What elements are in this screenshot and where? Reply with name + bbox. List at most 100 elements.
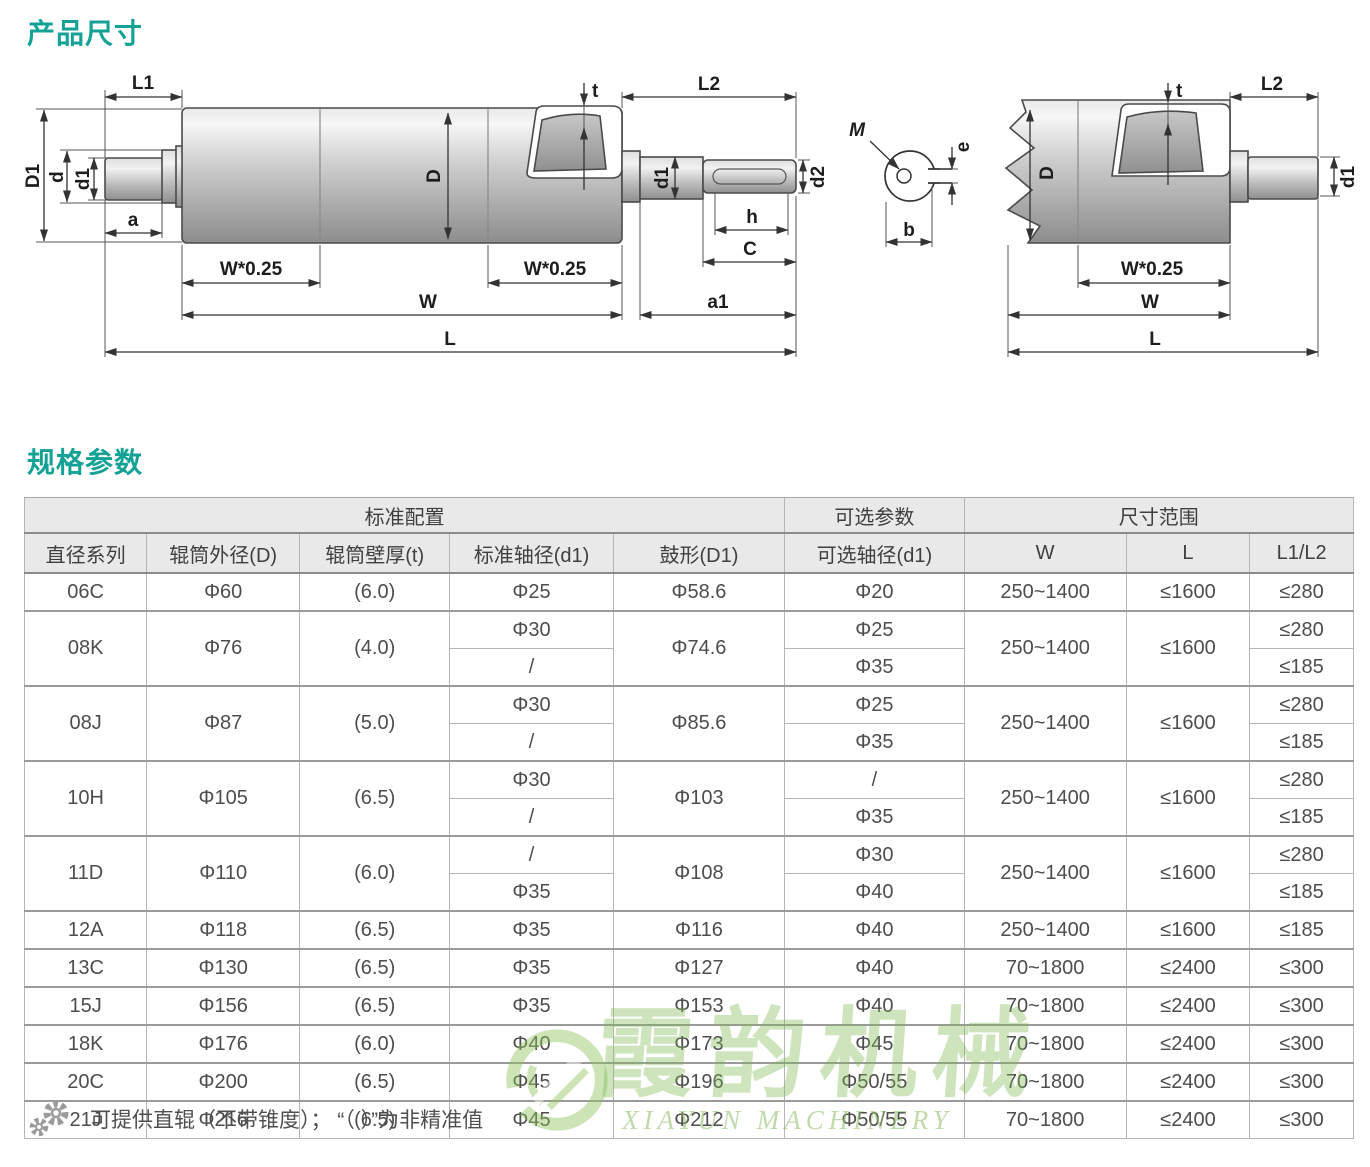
dimension-drawing: L1 D1 d d1 a W*0.25 W*0.25 D t L2 d1 d2 … bbox=[23, 73, 1359, 357]
dim-label-t: t bbox=[1176, 81, 1183, 102]
cell-l1l2-range: ≤185 bbox=[1249, 648, 1354, 687]
cell-wall-thickness: (6.5) bbox=[299, 1062, 451, 1102]
dim-label-L2: L2 bbox=[698, 74, 720, 95]
cell-outer-diameter: Φ105 bbox=[146, 760, 301, 837]
column-header: 辊筒外径(D) bbox=[146, 532, 301, 574]
cell-l1l2-range: ≤185 bbox=[1249, 873, 1354, 912]
cell-series: 20C bbox=[23, 1062, 148, 1102]
cell-series: 15J bbox=[23, 986, 148, 1026]
cell-series: 06C bbox=[23, 572, 148, 612]
cell-series: 08J bbox=[23, 685, 148, 762]
cell-standard-axle: Φ35 bbox=[449, 986, 614, 1026]
cell-drum-diameter: Φ127 bbox=[612, 948, 786, 988]
cell-outer-diameter: Φ110 bbox=[146, 835, 301, 912]
dim-label-w025: W*0.25 bbox=[1121, 259, 1184, 280]
table-row: 13C Φ130 (6.5) Φ35 Φ127 Φ40 70~1800 ≤2400 ≤300 bbox=[23, 948, 1354, 988]
cell-series: 13C bbox=[23, 948, 148, 988]
cell-l-range: ≤1600 bbox=[1125, 760, 1251, 837]
cell-w-range: 70~1800 bbox=[963, 1100, 1127, 1139]
cell-outer-diameter: Φ156 bbox=[146, 986, 301, 1026]
cell-l-range: ≤2400 bbox=[1125, 1062, 1251, 1102]
cell-standard-axle: Φ45 bbox=[449, 1062, 614, 1102]
column-header: 鼓形(D1) bbox=[612, 532, 786, 574]
cell-standard-axle: / bbox=[449, 648, 614, 687]
cell-optional-axle: Φ35 bbox=[784, 723, 965, 762]
cell-optional-axle: / bbox=[784, 760, 965, 799]
cell-wall-thickness: (6.5) bbox=[299, 948, 451, 988]
cell-l1l2-range: ≤185 bbox=[1249, 723, 1354, 762]
cell-w-range: 70~1800 bbox=[963, 1062, 1127, 1102]
dim-label-d: d bbox=[47, 171, 68, 183]
table-column-header-row: 直径系列 辊筒外径(D) 辊筒壁厚(t) 标准轴径(d1) 鼓形(D1) 可选轴径(d1)… bbox=[23, 532, 1354, 574]
cell-drum-diameter: Φ196 bbox=[612, 1062, 786, 1102]
cell-standard-axle: / bbox=[449, 723, 614, 762]
cell-l1l2-range: ≤185 bbox=[1249, 910, 1354, 950]
spec-table: 标准配置 可选参数 尺寸范围 直径系列 辊筒外径(D) 辊筒壁厚(t) 标准轴径(d1) 鼓形… bbox=[23, 497, 1355, 1139]
cell-optional-axle: Φ30 bbox=[784, 835, 965, 874]
dim-label-M: M bbox=[849, 120, 866, 141]
cell-w-range: 70~1800 bbox=[963, 986, 1127, 1026]
dim-label-D1: D1 bbox=[23, 163, 44, 188]
cell-outer-diameter: Φ60 bbox=[146, 572, 301, 612]
cell-optional-axle: Φ25 bbox=[784, 685, 965, 724]
dim-label-L: L bbox=[444, 329, 456, 350]
dim-label-e: e bbox=[953, 142, 974, 153]
cell-l1l2-range: ≤280 bbox=[1249, 760, 1354, 799]
dim-label-a1: a1 bbox=[707, 292, 729, 313]
dim-label-C: C bbox=[743, 239, 757, 260]
cell-l-range: ≤1600 bbox=[1125, 910, 1251, 950]
cell-w-range: 70~1800 bbox=[963, 1024, 1127, 1064]
table-row: 21J Φ216 (6.5) Φ45 Φ212 Φ50/55 70~1800 ≤2400 ≤30… bbox=[23, 1100, 1354, 1139]
cell-wall-thickness: (6.0) bbox=[299, 572, 451, 612]
cell-standard-axle: Φ25 bbox=[449, 572, 614, 612]
cell-l-range: ≤2400 bbox=[1125, 1100, 1251, 1139]
cell-optional-axle: Φ40 bbox=[784, 910, 965, 950]
cell-l-range: ≤2400 bbox=[1125, 1024, 1251, 1064]
table-row: 12A Φ118 (6.5) Φ35 Φ116 Φ40 250~1400 ≤1600 ≤185 bbox=[23, 910, 1354, 950]
cell-l-range: ≤1600 bbox=[1125, 572, 1251, 612]
roller-end-view bbox=[1004, 99, 1319, 244]
cell-drum-diameter: Φ58.6 bbox=[612, 572, 786, 612]
column-header: L bbox=[1125, 532, 1251, 574]
cell-series: 21J bbox=[23, 1100, 148, 1139]
cell-drum-diameter: Φ103 bbox=[612, 760, 786, 837]
cell-optional-axle: Φ50/55 bbox=[784, 1100, 965, 1139]
cell-optional-axle: Φ40 bbox=[784, 873, 965, 912]
cell-standard-axle: Φ40 bbox=[449, 1024, 614, 1064]
table-row: 08K Φ76 (4.0) Φ30 Φ74.6 Φ25 250~1400 ≤1600 ≤280 bbox=[23, 610, 1354, 687]
dim-label-W: W bbox=[419, 292, 437, 313]
cell-drum-diameter: Φ74.6 bbox=[612, 610, 786, 687]
cell-standard-axle: Φ30 bbox=[449, 685, 614, 724]
dim-label-D: D bbox=[1037, 166, 1058, 180]
cell-standard-axle: Φ35 bbox=[449, 948, 614, 988]
cell-l-range: ≤2400 bbox=[1125, 948, 1251, 988]
cell-l1l2-range: ≤280 bbox=[1249, 685, 1354, 724]
page-title: 产品尺寸 bbox=[27, 18, 144, 49]
table-row: 10H Φ105 (6.5) Φ30 Φ103/250~1400 ≤1600 ≤280 bbox=[23, 760, 1354, 837]
cell-standard-axle: Φ45 bbox=[449, 1100, 614, 1139]
dim-label-h: h bbox=[746, 207, 758, 228]
cell-optional-axle: Φ35 bbox=[784, 798, 965, 837]
table-subrow: Φ35 Φ40 ≤185 bbox=[25, 873, 1354, 912]
table-row: 20C Φ200 (6.5) Φ45 Φ196 Φ50/55 70~1800 ≤2400 ≤30… bbox=[23, 1062, 1354, 1102]
dim-label-L: L bbox=[1149, 329, 1161, 350]
cell-l1l2-range: ≤280 bbox=[1249, 572, 1354, 612]
cell-drum-diameter: Φ85.6 bbox=[612, 685, 786, 762]
cell-drum-diameter: Φ153 bbox=[612, 986, 786, 1026]
table-subrow: / Φ35 ≤185 bbox=[25, 798, 1354, 837]
dim-label-w025: W*0.25 bbox=[220, 259, 283, 280]
footnote: 可提供直辊（不带锥度）； “（ ）”为非精准值 bbox=[28, 1098, 483, 1140]
cell-drum-diameter: Φ212 bbox=[612, 1100, 786, 1139]
cell-standard-axle: / bbox=[449, 798, 614, 837]
cell-optional-axle: Φ40 bbox=[784, 948, 965, 988]
cell-outer-diameter: Φ176 bbox=[146, 1024, 301, 1064]
dim-label-D: D bbox=[424, 169, 445, 183]
gears-icon bbox=[29, 1100, 69, 1137]
dim-label-L2: L2 bbox=[1261, 74, 1283, 95]
cell-standard-axle: Φ35 bbox=[449, 910, 614, 950]
cell-series: 08K bbox=[23, 610, 148, 687]
cell-l-range: ≤2400 bbox=[1125, 986, 1251, 1026]
footnote-text: 可提供直辊（不带锥度）； “（ ）”为非精准值 bbox=[90, 1109, 484, 1132]
table-row: 15J Φ156 (6.5) Φ35 Φ153 Φ40 70~1800 ≤2400 ≤300 bbox=[23, 986, 1354, 1026]
table-row: 18K Φ176 (6.0) Φ40 Φ173 Φ45 70~1800 ≤2400 ≤300 bbox=[23, 1024, 1354, 1064]
